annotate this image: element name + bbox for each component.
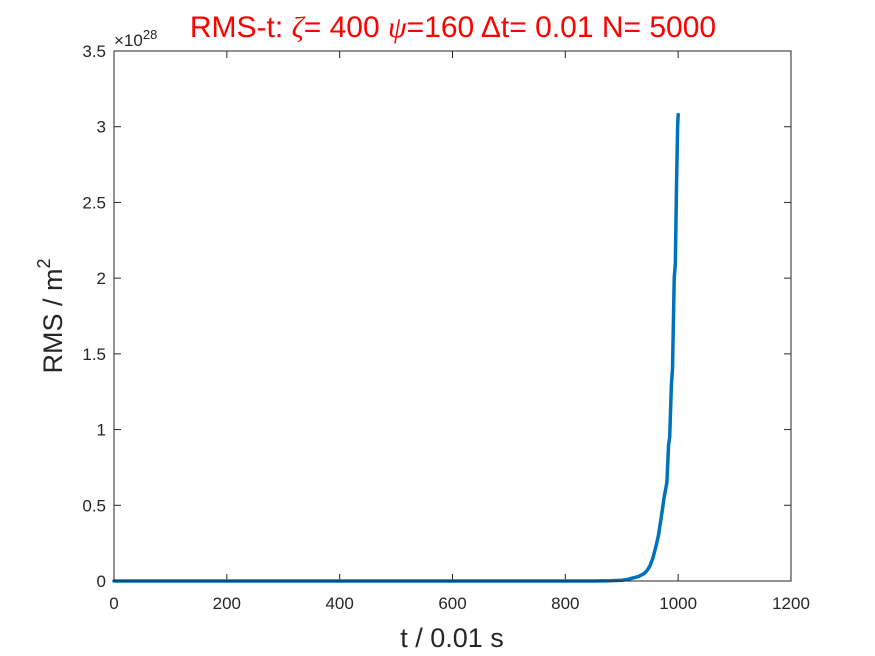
y-tick-label: 0.5 [82,496,106,515]
y-axis-label: RMS / m2 [34,258,68,373]
x-tick-label: 400 [325,594,353,613]
plot-frame [113,50,792,582]
x-tick-label: 1000 [659,594,697,613]
y-tick-label: 1.5 [82,345,106,364]
x-tick-label: 0 [109,594,118,613]
y-tick-label: 2 [97,269,106,288]
x-tick-label: 1200 [772,594,810,613]
plot-area [114,51,791,581]
y-tick-label: 1 [97,421,106,440]
y-tick-label: 3 [97,118,106,137]
x-tick-label: 200 [213,594,241,613]
x-tick-label: 800 [551,594,579,613]
x-axis-label: t / 0.01 s [400,623,504,653]
y-tick-label: 0 [97,572,106,591]
y-tick-label: 2.5 [82,193,106,212]
x-tick-label: 600 [438,594,466,613]
y-exponent-label: ×1028 [114,27,157,50]
chart-title: RMS-t: ζ= 400 ψ=160 Δt= 0.01 N= 5000 [190,11,716,44]
tick-labels: 0 200 400 600 800 1000 1200 0 0.5 1 1.5 2 2.5 3 3.5 [82,42,810,613]
y-tick-label: 3.5 [82,42,106,61]
